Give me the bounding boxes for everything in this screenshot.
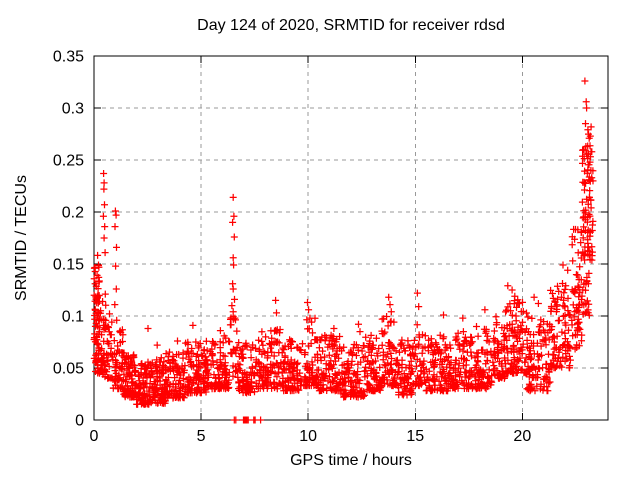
- y-tick-label: 0.3: [62, 101, 84, 118]
- y-tick-label: 0.05: [53, 361, 84, 378]
- y-tick-label: 0.35: [53, 49, 84, 66]
- scatter-points: [90, 77, 597, 424]
- y-tick-label: 0.15: [53, 257, 84, 274]
- x-tick-label: 10: [299, 428, 317, 445]
- y-tick-label: 0.1: [62, 309, 84, 326]
- x-tick-label: 5: [197, 428, 206, 445]
- x-tick-label: 0: [90, 428, 99, 445]
- x-axis-label: GPS time / hours: [290, 452, 412, 469]
- chart-title: Day 124 of 2020, SRMTID for receiver rds…: [197, 17, 505, 34]
- x-tick-label: 20: [513, 428, 531, 445]
- y-tick-label: 0.25: [53, 153, 84, 170]
- y-tick-label: 0: [75, 413, 84, 430]
- x-tick-label: 15: [406, 428, 424, 445]
- y-tick-label: 0.2: [62, 205, 84, 222]
- tick-labels: 0 5 10 15 20 0 0.05 0.1 0.15 0.2 0.25 0.3 0.35: [53, 49, 531, 446]
